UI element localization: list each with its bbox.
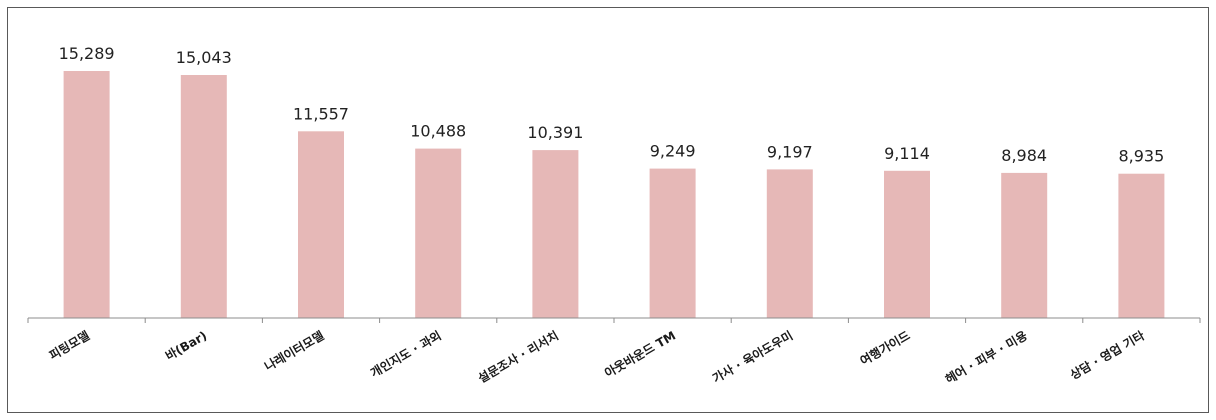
bar <box>415 148 462 318</box>
bar <box>63 71 110 318</box>
bar <box>1001 172 1048 318</box>
bar <box>180 75 227 318</box>
data-label: 15,289 <box>59 44 115 63</box>
tick-label: 설문조사 · 리서치 <box>475 328 561 386</box>
tick-label: 나레이터모델 <box>262 328 327 374</box>
bars-group <box>63 71 1165 318</box>
bar <box>298 131 344 318</box>
tick-label: 여행가이드 <box>857 328 912 369</box>
bar <box>884 170 930 318</box>
tick-label: 상담 · 영업 기타 <box>1067 328 1147 383</box>
x-axis-ticks <box>27 318 1201 323</box>
tick-label: 개인지도 · 과외 <box>368 328 444 381</box>
data-label: 10,391 <box>527 123 583 142</box>
bar <box>766 169 813 318</box>
data-label: 8,935 <box>1118 147 1164 166</box>
value-labels-group: 15,289 15,043 11,557 10,488 10,391 9,249 9,197… <box>59 44 1165 166</box>
x-axis-tick-labels: 피팅모델 바(Bar) 나레이터모델 개인지도 · 과외 설문조사 · 리서치 아웃바운드… <box>46 328 1147 387</box>
data-label: 9,249 <box>650 142 696 161</box>
data-label: 8,984 <box>1001 146 1047 165</box>
tick-label: 가사 · 육아도우미 <box>710 328 796 386</box>
data-label: 15,043 <box>176 48 232 67</box>
data-label: 9,197 <box>767 142 813 161</box>
bar <box>649 168 696 318</box>
tick-label: 피팅모델 <box>46 328 92 363</box>
tick-label: 아웃바운드 TM <box>602 328 678 381</box>
bar <box>532 150 579 318</box>
data-label: 9,114 <box>884 144 930 163</box>
tick-label: 헤어 · 피부 · 미용 <box>942 328 1029 387</box>
data-label: 10,488 <box>410 122 466 141</box>
bar <box>1118 173 1165 318</box>
tick-label: 바(Bar) <box>163 328 210 364</box>
data-label: 11,557 <box>293 104 349 123</box>
